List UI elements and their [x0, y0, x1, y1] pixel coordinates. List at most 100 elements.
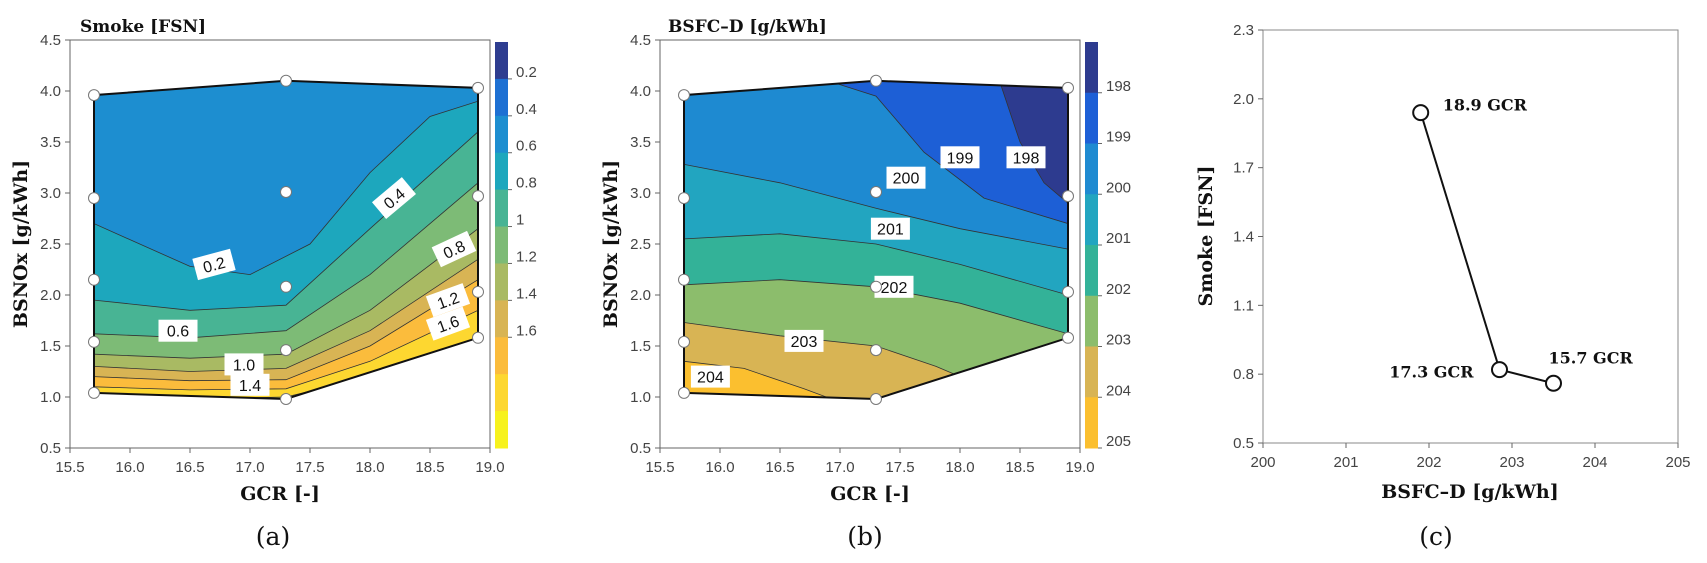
panel-a-title: Smoke [FSN]	[80, 17, 206, 37]
colorbar-segment	[495, 152, 508, 191]
svg-text:0.6: 0.6	[167, 324, 189, 341]
test-point	[870, 280, 882, 293]
panel-a-x-ticks: 15.5 16.0 16.5 17.0 17.5 18.0 18.5 19.0	[55, 448, 505, 476]
svg-text:203: 203	[791, 334, 818, 351]
x-tick-label: 202	[1416, 454, 1441, 471]
panel-a-contour-fills	[94, 80, 478, 400]
colorbar-segment	[495, 337, 508, 375]
y-tick-label: 1.0	[630, 389, 651, 406]
colorbar-tick-label: 1.6	[516, 322, 537, 339]
colorbar-segment	[495, 78, 508, 117]
y-tick-label: 0.5	[630, 440, 651, 457]
y-tick-label: 3.5	[630, 134, 651, 151]
panel-c-xlabel: BSFC–D [g/kWh]	[1381, 481, 1559, 503]
colorbar-tick-label: 205	[1106, 433, 1131, 450]
contour-label: 1.4	[230, 373, 270, 396]
test-point	[472, 331, 484, 344]
panel-b-colorbar: 198 199 200 201 202 203 204 205	[1085, 42, 1131, 450]
colorbar-segment	[495, 263, 508, 301]
svg-text:1.4: 1.4	[239, 378, 261, 395]
colorbar-segment	[495, 411, 508, 449]
x-tick-label: 16.0	[705, 459, 734, 476]
y-tick-label: 1.7	[1233, 160, 1254, 177]
svg-text:199: 199	[947, 150, 974, 167]
y-tick-label: 2.3	[1233, 22, 1254, 39]
colorbar-segment	[1085, 42, 1098, 94]
panel-a-colorbar: 0.2 0.4 0.6 0.8 1 1.2 1.4 1.6	[495, 42, 537, 449]
test-point	[1062, 190, 1074, 203]
panel-a: Smoke [FSN] 0.20.40.81.21.60.61.01.4 15.…	[10, 17, 537, 551]
y-tick-label: 2.0	[1233, 91, 1254, 108]
test-point	[280, 280, 292, 293]
contour-line	[684, 80, 1068, 224]
colorbar-tick-label: 204	[1106, 382, 1131, 399]
panel-a-xlabel: GCR [-]	[240, 483, 320, 505]
test-point	[1062, 81, 1074, 94]
contour-label: 0.2	[192, 248, 236, 281]
x-tick-label: 16.5	[765, 459, 794, 476]
colorbar-segment	[495, 115, 508, 154]
test-point	[280, 344, 292, 357]
test-point	[678, 192, 690, 205]
colorbar-tick-label: 0.6	[516, 138, 537, 155]
contour-label: 1.6	[425, 306, 471, 341]
data-point	[1545, 374, 1562, 392]
x-tick-label: 18.0	[945, 459, 974, 476]
colorbar-segment	[1085, 92, 1098, 144]
colorbar-tick-label: 1.4	[516, 285, 537, 302]
contour-line	[684, 233, 1068, 296]
x-tick-label: 17.5	[295, 459, 324, 476]
colorbar-segment	[1085, 143, 1098, 195]
colorbar-segment	[1085, 346, 1098, 398]
test-point	[88, 335, 100, 348]
y-tick-label: 3.0	[630, 185, 651, 202]
svg-text:198: 198	[1013, 150, 1040, 167]
colorbar-tick-label: 198	[1106, 78, 1131, 95]
colorbar-segment	[1085, 194, 1098, 246]
panel-c-ylabel: Smoke [FSN]	[1195, 166, 1217, 307]
contour-band	[94, 80, 478, 275]
panel-c-y-ticks: 0.5 0.8 1.1 1.4 1.7 2.0 2.3	[1233, 22, 1263, 452]
colorbar-segment	[495, 374, 508, 412]
y-tick-label: 0.5	[1233, 435, 1254, 452]
panel-c: 18.9 GCR 17.3 GCR 15.7 GCR 200 201 202 203 204…	[1195, 22, 1691, 551]
test-point	[1062, 285, 1074, 298]
x-tick-label: 201	[1333, 454, 1358, 471]
point-label: 15.7 GCR	[1549, 348, 1634, 367]
y-tick-label: 1.4	[1233, 229, 1254, 246]
x-tick-label: 19.0	[475, 459, 504, 476]
y-tick-label: 1.5	[630, 338, 651, 355]
colorbar-segment	[1085, 295, 1098, 347]
y-tick-label: 2.0	[630, 287, 651, 304]
test-point	[280, 74, 292, 87]
colorbar-segment	[1085, 245, 1098, 297]
x-tick-label: 204	[1582, 454, 1607, 471]
test-point	[870, 186, 882, 198]
test-point	[472, 190, 484, 203]
test-point	[88, 386, 100, 399]
colorbar-tick-label: 0.4	[516, 101, 537, 118]
contour-line	[94, 279, 478, 382]
contour-label: 203	[784, 329, 824, 352]
panel-b-ylabel: BSNOx [g/kWh]	[600, 160, 622, 328]
colorbar-tick-label: 202	[1106, 281, 1131, 298]
svg-text:1.2: 1.2	[435, 290, 462, 314]
test-point	[870, 74, 882, 87]
svg-text:200: 200	[893, 171, 920, 188]
test-point	[88, 273, 100, 286]
colorbar-segment	[495, 42, 508, 80]
contour-line	[94, 100, 478, 276]
panel-c-points: 18.9 GCR 17.3 GCR 15.7 GCR	[1389, 96, 1634, 392]
contour-line	[684, 360, 841, 400]
test-point	[472, 81, 484, 94]
x-tick-label: 17.0	[235, 459, 264, 476]
x-tick-label: 19.0	[1065, 459, 1094, 476]
contour-label: 0.6	[158, 319, 198, 342]
svg-text:202: 202	[881, 280, 908, 297]
panel-c-label: (c)	[1419, 522, 1453, 551]
x-tick-label: 16.0	[115, 459, 144, 476]
contour-label: 199	[940, 146, 980, 169]
panel-c-series-line	[1419, 112, 1554, 385]
y-tick-label: 0.5	[40, 440, 61, 457]
